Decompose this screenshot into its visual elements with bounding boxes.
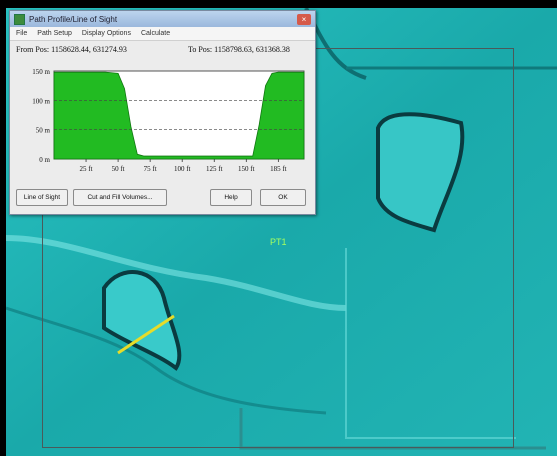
menu-file[interactable]: File xyxy=(16,30,28,37)
dialog-titlebar[interactable]: Path Profile/Line of Sight × xyxy=(10,11,315,27)
dialog-title: Path Profile/Line of Sight xyxy=(29,14,118,24)
x-tick-label: 75 ft xyxy=(144,165,157,173)
to-position: To Pos: 1158798.63, 631368.38 xyxy=(188,45,290,54)
y-tick-label: 150 m xyxy=(32,68,50,76)
close-button[interactable]: × xyxy=(297,13,311,25)
terrain-profile-area xyxy=(53,71,305,160)
position-row: From Pos: 1158628.44, 631274.93 To Pos: … xyxy=(10,41,315,57)
menu-calculate[interactable]: Calculate xyxy=(140,30,171,37)
profile-chart: 150 m 100 m 50 m 0 m 25 ft 50 ft 75 ft 100 ft 12… xyxy=(32,68,305,173)
x-tick-label: 185 ft xyxy=(270,165,287,173)
x-tick-label: 100 ft xyxy=(174,165,191,173)
point-label: PT1 xyxy=(270,237,287,247)
help-button[interactable]: Help xyxy=(210,189,252,206)
line-of-sight-button[interactable]: Line of Sight xyxy=(16,189,68,206)
x-tick-label: 150 ft xyxy=(238,165,255,173)
profile-line xyxy=(117,314,175,355)
ok-button[interactable]: OK xyxy=(260,189,306,206)
x-tick-label: 25 ft xyxy=(80,165,93,173)
x-tick-label: 125 ft xyxy=(206,165,223,173)
y-tick-label: 100 m xyxy=(32,97,50,105)
cut-fill-button[interactable]: Cut and Fill Volumes... xyxy=(73,189,167,206)
menu-display-options[interactable]: Display Options xyxy=(81,30,131,37)
path-profile-dialog[interactable]: Path Profile/Line of Sight × File Path S… xyxy=(9,10,316,215)
y-tick-label: 0 m xyxy=(39,156,50,164)
y-tick-label: 50 m xyxy=(36,127,51,135)
menu-bar: File Path Setup Display Options Calculat… xyxy=(10,27,315,41)
x-tick-label: 50 ft xyxy=(112,165,125,173)
from-position: From Pos: 1158628.44, 631274.93 xyxy=(16,45,127,54)
app-icon xyxy=(14,13,25,25)
button-row: Line of Sight Cut and Fill Volumes... He… xyxy=(10,189,315,209)
menu-path-setup[interactable]: Path Setup xyxy=(37,30,72,37)
